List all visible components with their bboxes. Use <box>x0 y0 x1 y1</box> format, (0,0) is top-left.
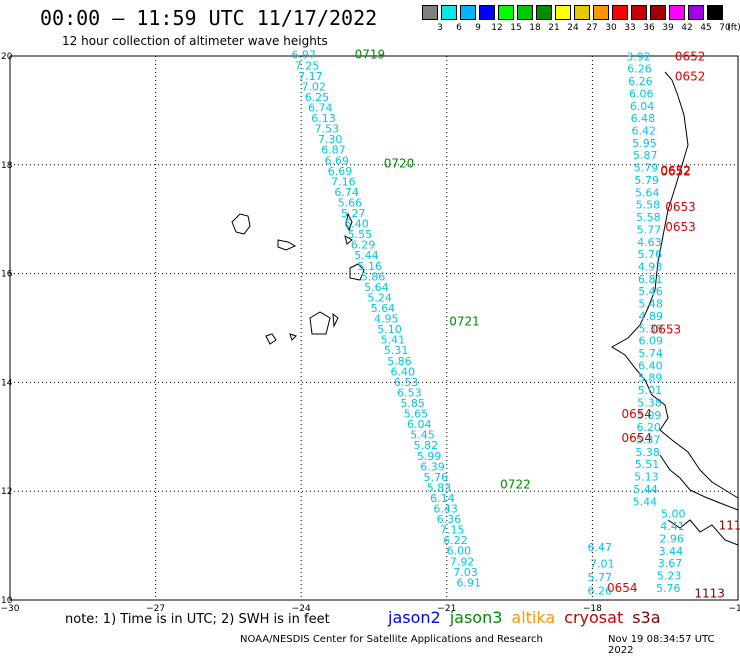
s3a-value: 6.40 <box>638 359 663 372</box>
jason3-time: 0721 <box>449 314 480 328</box>
s3a-time: 0652 <box>675 49 706 63</box>
s3a-value: 3.92 <box>626 50 651 63</box>
s3a-time: 0652 <box>660 165 691 179</box>
s3a-time: 0652 <box>675 69 706 83</box>
note-text: note: 1) Time is in UTC; 2) SWH is in fe… <box>65 612 330 627</box>
legend-s3a: s3a <box>632 608 660 627</box>
credit-date: Nov 19 08:34:57 UTC 2022 <box>608 634 740 656</box>
s3a-value: 5.58 <box>636 199 661 212</box>
s3a-value: 5.79 <box>634 162 659 175</box>
s3a-value: 5.48 <box>638 298 663 311</box>
s3a-value: 3.44 <box>659 545 684 558</box>
map-frame <box>10 56 738 600</box>
x-tick-label: −27 <box>146 604 165 612</box>
s3a-value: 5.51 <box>635 458 660 471</box>
s3a-value: 6.04 <box>630 100 655 113</box>
s3a-time-late: 1113 <box>694 586 725 600</box>
map-grid <box>10 56 738 600</box>
jason3-time: 0719 <box>355 48 386 62</box>
s3a-value: 4.63 <box>637 236 662 249</box>
legend-jason2: jason2 <box>388 608 441 627</box>
s3a-time-late: 1112 <box>719 518 740 532</box>
y-tick-label: 16 <box>1 270 13 280</box>
s3a-value: 2.96 <box>659 532 684 545</box>
s3a-value: 6.09 <box>638 335 663 348</box>
y-tick-label: 18 <box>1 161 13 171</box>
s3a-value: 5.77 <box>637 223 662 236</box>
jason3-value: 6.91 <box>457 576 482 589</box>
y-tick-label: 14 <box>1 378 13 388</box>
west-track-value: 6.26 <box>588 585 613 598</box>
s3a-value: 5.76 <box>656 582 681 595</box>
s3a-value: 5.46 <box>638 285 663 298</box>
s3a-time: 0653 <box>651 322 682 336</box>
jason3-time: 0722 <box>500 477 531 491</box>
cape-verde-8 <box>266 334 276 344</box>
s3a-time: 0654 <box>622 407 653 421</box>
legend-cryosat: cryosat <box>564 608 623 627</box>
s3a-value: 6.48 <box>631 112 656 125</box>
cape-verde-1 <box>232 214 250 234</box>
s3a-time: 0653 <box>665 220 696 234</box>
coast-detail <box>660 455 738 510</box>
s3a-value: 5.58 <box>636 211 661 224</box>
cape-verde-6 <box>310 312 330 334</box>
wave-height-map: 6.977.257.177.026.256.746.137.537.306.87… <box>0 0 740 612</box>
west-track-value: 6.47 <box>588 541 613 554</box>
s3a-value: 5.95 <box>632 137 657 150</box>
west-track-value: 7.01 <box>590 557 615 570</box>
s3a-value: 5.00 <box>661 508 686 521</box>
s3a-time: 0654 <box>622 431 653 445</box>
s3a-value: 5.79 <box>634 174 659 187</box>
y-tick-label: 20 <box>1 52 13 62</box>
s3a-value: 5.74 <box>638 347 663 360</box>
s3a-value: 4.89 <box>638 310 663 323</box>
y-tick-label: 12 <box>1 487 12 497</box>
legend-jason3: jason3 <box>450 608 503 627</box>
s3a-value: 5.38 <box>635 446 660 459</box>
x-tick-label: −15 <box>729 604 740 612</box>
s3a-value: 5.89 <box>638 372 663 385</box>
axis-tick-labels: −30−27−24−21−18−15201816141210 <box>1 52 740 612</box>
s3a-value: 5.13 <box>634 471 659 484</box>
s3a-value: 4.93 <box>638 260 663 273</box>
s3a-value: 5.23 <box>657 569 682 582</box>
s3a-value: 5.64 <box>635 186 660 199</box>
cape-verde-2 <box>278 240 295 250</box>
west-track-value: 5.77 <box>588 571 613 584</box>
s3a-value: 6.42 <box>631 125 656 138</box>
y-tick-label: 10 <box>1 596 13 606</box>
s3a-time: 0653 <box>665 200 696 214</box>
s3a-value: 5.44 <box>633 483 658 496</box>
credit-text: NOAA/NESDIS Center for Satellite Applica… <box>240 634 543 645</box>
s3a-value: 5.44 <box>633 495 658 508</box>
s3a-value: 6.26 <box>627 63 652 76</box>
s3a-value: 5.76 <box>637 248 662 261</box>
s3a-value: 6.81 <box>638 273 663 286</box>
s3a-value: 6.26 <box>628 75 653 88</box>
cape-verde-7 <box>333 314 338 326</box>
s3a-value: 6.06 <box>629 87 654 100</box>
s3a-value: 4.41 <box>660 520 685 533</box>
jason3-time: 0720 <box>384 157 415 171</box>
s3a-value: 5.01 <box>638 384 663 397</box>
cape-verde-9 <box>290 334 296 340</box>
track-labels: 6.977.257.177.026.256.746.137.537.306.87… <box>291 48 740 601</box>
x-tick-label: −24 <box>292 604 311 612</box>
satellite-legend: jason2 jason3 altika cryosat s3a <box>388 608 670 627</box>
s3a-value: 5.87 <box>633 149 658 162</box>
s3a-value: 3.67 <box>658 557 683 570</box>
legend-altika: altika <box>511 608 555 627</box>
